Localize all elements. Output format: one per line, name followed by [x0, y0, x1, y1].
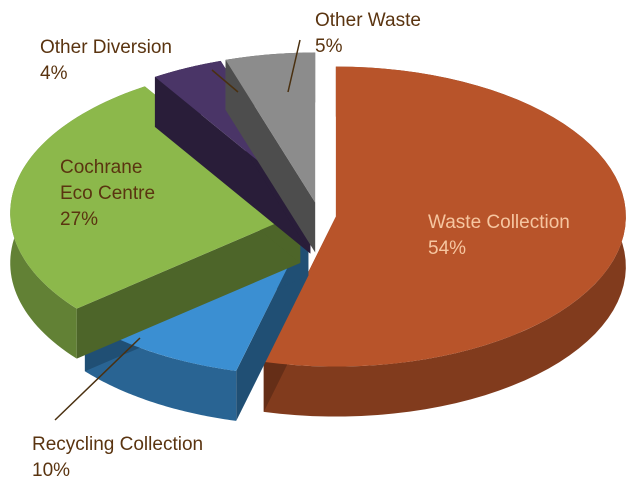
slice-wall	[225, 59, 316, 253]
slice-top	[263, 66, 626, 367]
slice-wall	[154, 76, 311, 254]
label-group: Other Diversion 4%	[40, 35, 240, 87]
slice-top	[225, 52, 316, 203]
leader-line	[287, 39, 301, 93]
leader-line	[54, 337, 141, 421]
leader-line	[211, 69, 239, 93]
slice-label: Other Waste	[315, 10, 421, 31]
pie-slice	[225, 52, 316, 253]
label-group: Waste Collection 54%	[428, 210, 628, 262]
label-group: Recycling Collection 10%	[32, 432, 272, 484]
slice-value-label: 10%	[32, 460, 71, 481]
pie-slice	[263, 66, 626, 417]
slice-value-label: 54%	[428, 238, 467, 259]
slice-value-label: 27%	[60, 209, 99, 230]
slice-value-label: 5%	[315, 36, 343, 57]
slice-label: Recycling Collection	[32, 434, 204, 455]
slice-label: Other Diversion	[40, 37, 172, 58]
label-group: Other Waste 5%	[315, 8, 515, 60]
slice-top	[10, 86, 301, 309]
slice-wall	[76, 213, 301, 359]
slice-value-label: 4%	[40, 63, 68, 84]
slice-label: Waste Collection	[428, 212, 570, 233]
label-group: Cochrane Eco Centre 27%	[60, 155, 180, 233]
slice-label: Cochrane Eco Centre	[60, 157, 156, 204]
